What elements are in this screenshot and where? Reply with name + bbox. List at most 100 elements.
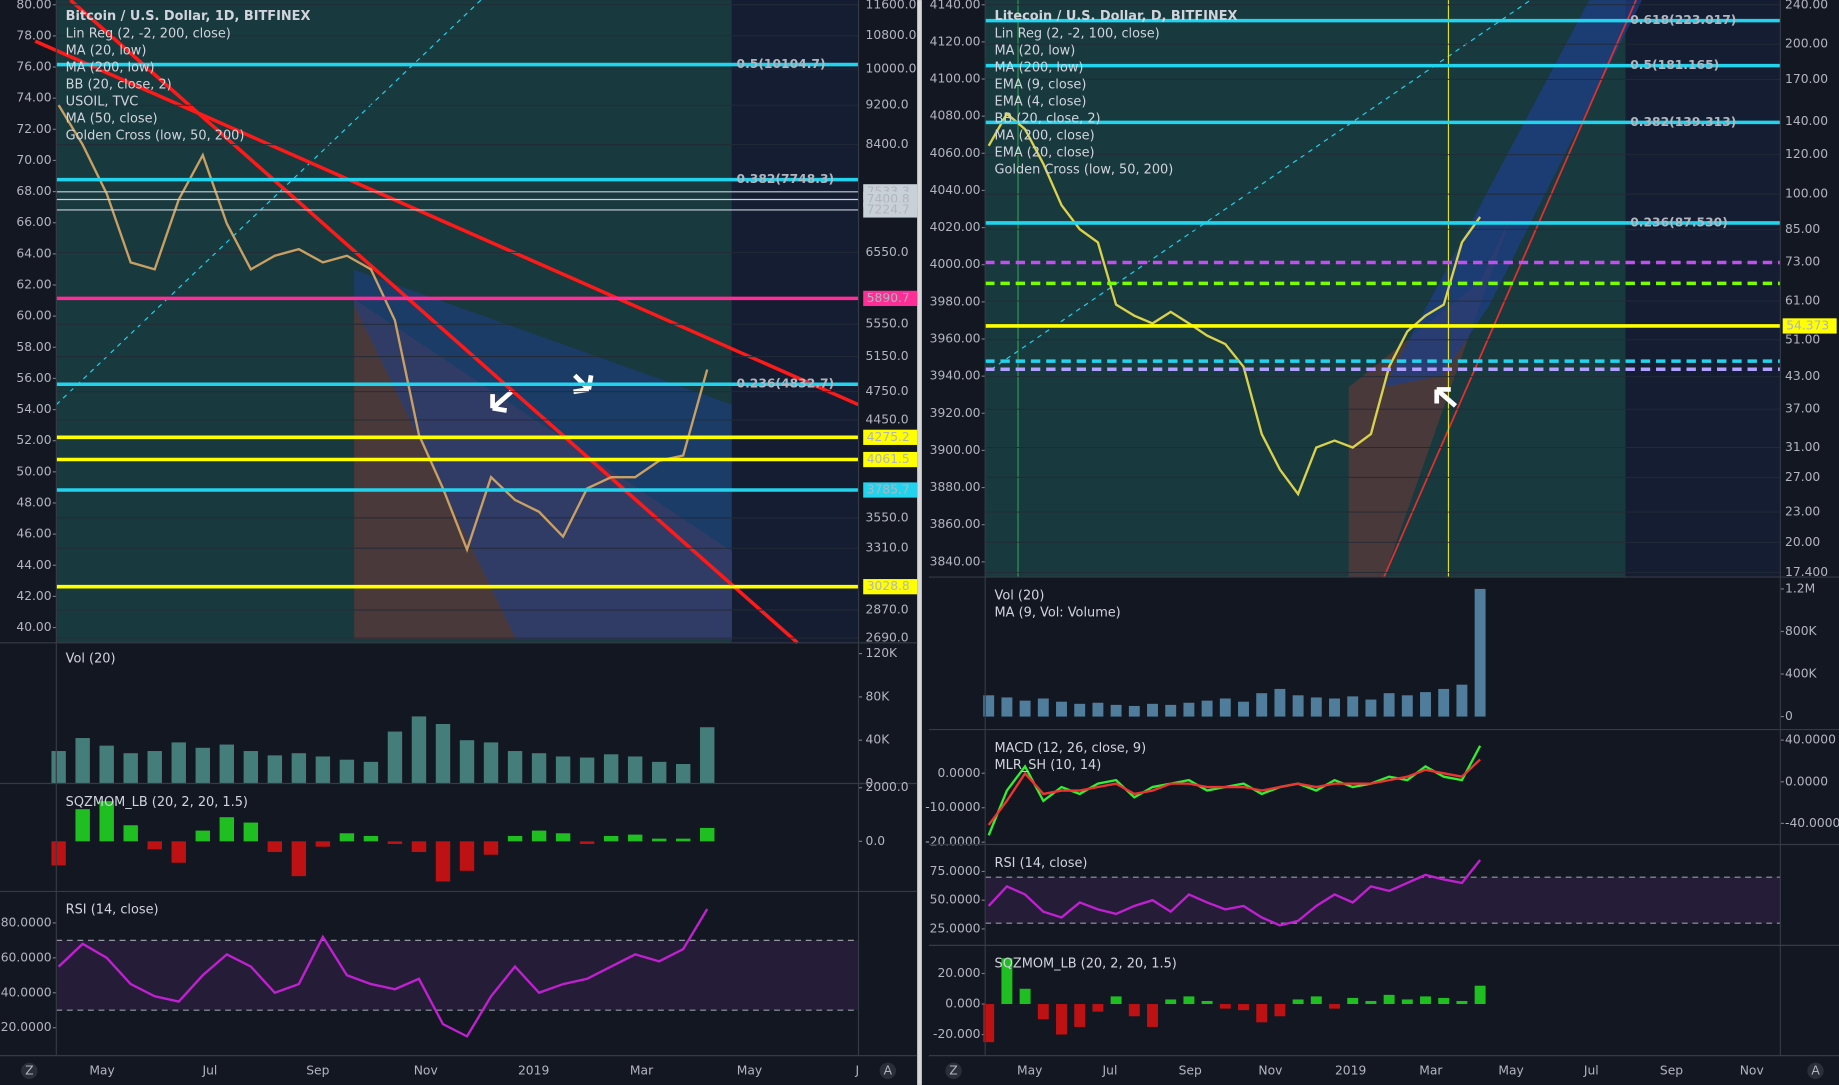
indicator-label: USOIL, TVC <box>66 95 139 110</box>
y-tick-label: 50.00 <box>16 464 51 478</box>
band-fill <box>56 940 859 1011</box>
trend-line <box>69 0 799 645</box>
indicator-label: BB (20, close, 2) <box>66 78 172 93</box>
histogram-bar <box>171 841 186 863</box>
chart-title: Litecoin / U.S. Dollar, D, BITFINEX <box>995 9 1238 24</box>
arrow <box>490 390 513 413</box>
volume-bar <box>700 727 715 784</box>
y-tick-label: 78.00 <box>16 28 51 42</box>
price-badge <box>863 202 918 218</box>
histogram-bar <box>603 835 619 842</box>
volume-bar <box>123 753 138 784</box>
histogram-bar <box>147 841 162 850</box>
trend-line <box>1383 0 1637 578</box>
y-tick-label: 5550.0 <box>866 317 909 331</box>
volume-bar <box>51 751 66 784</box>
y-tick-label: 120K <box>866 646 898 660</box>
y-tick-label: 3980.00 <box>930 294 981 308</box>
volume-bar <box>1329 698 1340 717</box>
volume-bar <box>387 731 403 784</box>
y-tick-label: 800K <box>1785 624 1817 638</box>
y-tick-label: 31.00 <box>1785 440 1820 454</box>
panel-title: Vol (20) <box>995 588 1045 603</box>
y-tick-label: 2870.0 <box>866 603 909 617</box>
scale-button[interactable] <box>21 1062 38 1080</box>
y-tick-label: 40.0000 <box>1 985 52 999</box>
y-tick-label: 3880.00 <box>930 480 981 494</box>
histogram-bar <box>219 817 234 842</box>
scale-button[interactable] <box>879 1062 897 1080</box>
y-tick-label: 76.00 <box>16 60 51 74</box>
y-tick-label: 56.00 <box>16 371 51 385</box>
y-tick-label: 3920.00 <box>930 406 981 420</box>
histogram-bar <box>1219 1004 1231 1009</box>
histogram-bar <box>1347 997 1359 1005</box>
volume-bar <box>1074 703 1086 717</box>
x-tick-label: Jul <box>202 1063 218 1077</box>
scale-button-label: A <box>1811 1063 1820 1077</box>
scale-button[interactable] <box>945 1062 962 1080</box>
histogram-bar <box>1383 994 1395 1005</box>
price-badge-label: 7224.7 <box>867 202 910 216</box>
divider <box>917 0 922 1085</box>
y-tick-label: 3310.0 <box>866 541 909 555</box>
x-tick-label: Sep <box>1660 1063 1683 1077</box>
histogram-bar <box>1183 996 1195 1005</box>
y-tick-label: 170.00 <box>1785 72 1828 86</box>
x-tick-label: May <box>1498 1063 1523 1077</box>
price-badge <box>863 429 918 445</box>
y-tick-label: 85.00 <box>1785 222 1820 236</box>
y-tick-label: 0.0000 <box>1785 774 1828 788</box>
y-tick-label: -10.0000 <box>925 800 980 814</box>
y-tick-label: 1.2M <box>1785 581 1815 595</box>
fib-zone <box>985 0 1626 578</box>
y-tick-label: 43.00 <box>1785 369 1820 383</box>
panel-title: SQZMOM_LB (20, 2, 20, 1.5) <box>66 795 248 810</box>
volume-bar <box>195 747 210 784</box>
histogram-bar <box>459 841 475 871</box>
y-tick-label: 4120.00 <box>930 34 981 48</box>
scale-button-label: A <box>884 1063 893 1077</box>
y-tick-label: 11600.0 <box>866 0 917 11</box>
volume-bar <box>1019 700 1031 717</box>
y-tick-label: 2690.0 <box>866 631 909 645</box>
panel-title: RSI (14, close) <box>66 903 159 918</box>
indicator-label: MA (20, low) <box>995 44 1076 59</box>
y-tick-label: 80.0000 <box>1 915 52 929</box>
y-tick-label: 48.00 <box>16 495 51 509</box>
volume-bar <box>1183 702 1195 717</box>
y-tick-label: 140.00 <box>1785 114 1828 128</box>
histogram-bar <box>483 841 499 855</box>
histogram-bar <box>195 830 210 842</box>
indicator-label: MA (200, low) <box>66 61 155 76</box>
volume-bar <box>1438 688 1450 717</box>
panel-title: RSI (14, close) <box>995 856 1088 871</box>
x-tick-label: May <box>89 1063 114 1077</box>
price-badge <box>863 451 918 468</box>
series-line <box>987 758 1481 826</box>
y-tick-label: 4040.00 <box>930 183 981 197</box>
histogram-bar <box>1165 999 1177 1005</box>
histogram-bar <box>267 841 283 853</box>
level-label: 0.236(87.530) <box>1630 215 1728 229</box>
indicator-label: MA (200, close) <box>995 129 1095 144</box>
indicator-label: MA (200, low) <box>995 61 1084 76</box>
y-tick-label: 4060.00 <box>930 146 981 160</box>
diagonal-guide <box>55 0 482 406</box>
volume-bar <box>1001 697 1013 717</box>
y-tick-label: 70.00 <box>16 153 51 167</box>
volume-bar <box>363 761 379 784</box>
histogram-bar <box>387 841 403 844</box>
y-tick-label: 2000.0 <box>866 780 909 794</box>
volume-bar <box>1474 588 1486 717</box>
y-tick-label: 44.00 <box>16 558 51 572</box>
scale-button[interactable] <box>1807 1062 1824 1080</box>
histogram-bar <box>75 809 90 842</box>
volume-bar <box>1128 705 1140 717</box>
price-badge <box>863 290 918 307</box>
histogram-bar <box>1292 999 1304 1005</box>
volume-bar <box>411 716 427 784</box>
indicator-label: Golden Cross (low, 50, 200) <box>995 163 1174 178</box>
volume-bar <box>1420 692 1431 717</box>
chart-title: Bitcoin / U.S. Dollar, 1D, BITFINEX <box>66 9 311 24</box>
